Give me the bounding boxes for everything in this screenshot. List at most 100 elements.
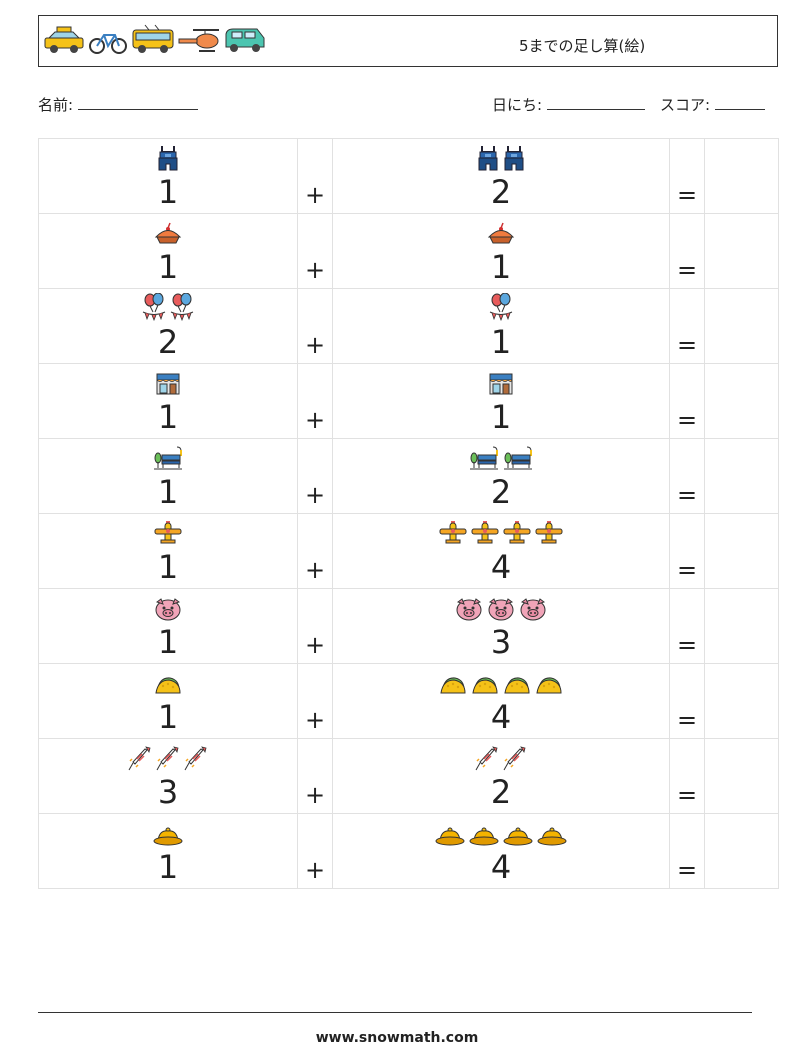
answer-cell[interactable] xyxy=(704,288,779,364)
answer-cell[interactable] xyxy=(704,363,779,439)
plus-cell: + xyxy=(297,438,333,514)
problem-row: 1 +1 = xyxy=(38,363,779,439)
answer-cell[interactable] xyxy=(704,588,779,664)
right-number: 4 xyxy=(490,548,512,586)
equals-cell: = xyxy=(669,438,705,514)
firework-rocket-icon xyxy=(475,745,499,775)
hat-icon xyxy=(435,826,465,850)
left-pictures xyxy=(39,214,297,250)
answer-cell[interactable] xyxy=(704,513,779,589)
plus-sign: + xyxy=(304,331,326,359)
hat-icon xyxy=(537,826,567,850)
name-label: 名前: xyxy=(38,96,74,114)
equals-sign: = xyxy=(676,706,698,734)
left-number: 1 xyxy=(157,698,179,736)
name-blank[interactable] xyxy=(77,95,198,110)
name-field: 名前: xyxy=(38,94,198,115)
taco-icon xyxy=(535,674,563,700)
worksheet-title: 5までの足し算(絵) xyxy=(519,37,646,55)
footer-url: www.snowmath.com xyxy=(315,1030,479,1046)
equals-sign: = xyxy=(676,781,698,809)
firework-rocket-icon xyxy=(184,745,208,775)
equals-cell: = xyxy=(669,588,705,664)
plus-sign: + xyxy=(304,406,326,434)
problem-row: 1 +2 = xyxy=(38,138,779,214)
airplane-icon xyxy=(535,520,563,550)
plus-sign: + xyxy=(304,706,326,734)
left-pictures xyxy=(39,514,297,550)
score-label: スコア: xyxy=(660,96,711,114)
answer-cell[interactable] xyxy=(704,663,779,739)
plus-cell: + xyxy=(297,738,333,814)
airplane-icon xyxy=(154,520,182,550)
plus-sign: + xyxy=(304,256,326,284)
plus-sign: + xyxy=(304,481,326,509)
left-operand-cell: 1 xyxy=(38,363,298,439)
date-field: 日にち: xyxy=(492,94,645,115)
left-number: 1 xyxy=(157,848,179,886)
right-number: 4 xyxy=(490,698,512,736)
right-pictures xyxy=(333,814,669,850)
right-pictures xyxy=(333,439,669,475)
right-operand-cell: 1 xyxy=(332,288,670,364)
taco-icon xyxy=(439,674,467,700)
answer-cell[interactable] xyxy=(704,213,779,289)
answer-cell[interactable] xyxy=(704,738,779,814)
answer-cell[interactable] xyxy=(704,138,779,214)
plus-sign: + xyxy=(304,181,326,209)
pig-face-icon xyxy=(455,597,483,625)
problem-row: 1 +3 = xyxy=(38,588,779,664)
answer-cell[interactable] xyxy=(704,813,779,889)
left-number: 3 xyxy=(157,773,179,811)
problem-row: 1 +1 = xyxy=(38,213,779,289)
pig-face-icon xyxy=(519,597,547,625)
van-icon xyxy=(225,28,265,52)
overalls-icon xyxy=(477,145,499,175)
score-blank[interactable] xyxy=(714,95,765,110)
left-operand-cell: 1 xyxy=(38,663,298,739)
equals-sign: = xyxy=(676,256,698,284)
park-bench-icon xyxy=(503,445,533,475)
date-blank[interactable] xyxy=(546,95,645,110)
pie-icon xyxy=(487,222,515,250)
firework-rocket-icon xyxy=(156,745,180,775)
right-pictures xyxy=(333,289,669,325)
right-operand-cell: 3 xyxy=(332,588,670,664)
right-number: 1 xyxy=(490,398,512,436)
left-operand-cell: 1 xyxy=(38,438,298,514)
right-pictures xyxy=(333,739,669,775)
answer-cell[interactable] xyxy=(704,438,779,514)
left-operand-cell: 3 xyxy=(38,738,298,814)
taco-icon xyxy=(503,674,531,700)
pig-face-icon xyxy=(154,597,182,625)
storefront-icon xyxy=(155,372,181,400)
right-pictures xyxy=(333,664,669,700)
problem-row: 1 +2 = xyxy=(38,438,779,514)
plus-cell: + xyxy=(297,288,333,364)
taco-icon xyxy=(154,674,182,700)
equals-cell: = xyxy=(669,213,705,289)
airplane-icon xyxy=(439,520,467,550)
footer-rule xyxy=(38,1012,752,1013)
right-pictures xyxy=(333,514,669,550)
left-pictures xyxy=(39,739,297,775)
plus-sign: + xyxy=(304,556,326,584)
problem-row: 3 +2 = xyxy=(38,738,779,814)
left-number: 1 xyxy=(157,248,179,286)
equals-cell: = xyxy=(669,738,705,814)
left-pictures xyxy=(39,364,297,400)
right-number: 1 xyxy=(490,323,512,361)
plus-cell: + xyxy=(297,363,333,439)
right-number: 2 xyxy=(490,773,512,811)
party-balloons-icon xyxy=(489,292,513,325)
pie-icon xyxy=(154,222,182,250)
header-box: 5までの足し算(絵) xyxy=(38,15,778,67)
left-pictures xyxy=(39,439,297,475)
taxi-icon xyxy=(44,26,84,53)
right-pictures xyxy=(333,364,669,400)
equals-cell: = xyxy=(669,813,705,889)
problem-row: 2 +1 = xyxy=(38,288,779,364)
firework-rocket-icon xyxy=(503,745,527,775)
plus-sign: + xyxy=(304,781,326,809)
party-balloons-icon xyxy=(170,292,194,325)
